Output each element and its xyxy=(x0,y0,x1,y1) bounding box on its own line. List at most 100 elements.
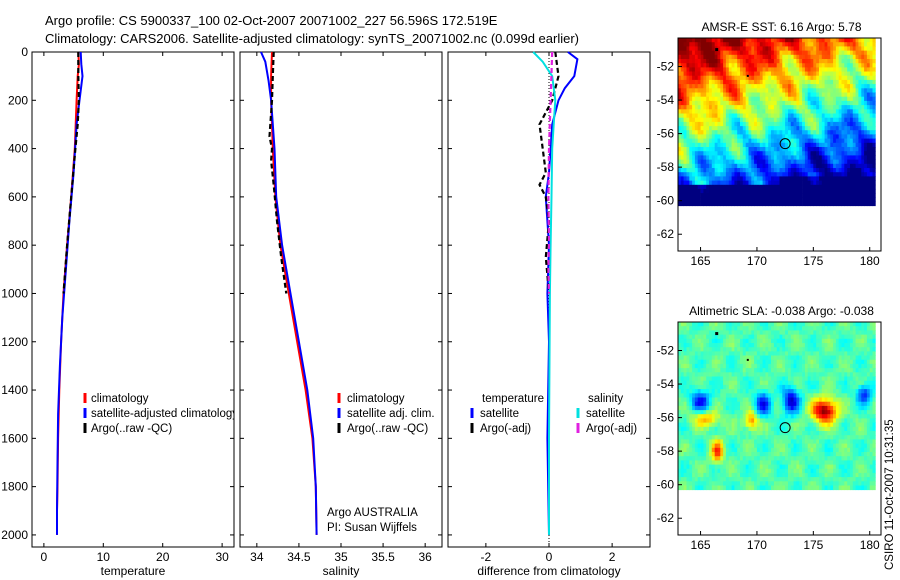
sst_map-xtick-label: 165 xyxy=(691,254,711,268)
sst_map-cell xyxy=(776,151,780,156)
sst_map-cell xyxy=(810,50,814,56)
sla_map-cell xyxy=(711,397,715,403)
sst_map-cell xyxy=(790,155,794,160)
sst_map-cell xyxy=(720,168,724,173)
sla_map-cell xyxy=(773,405,778,411)
sst_map-cell xyxy=(841,168,845,173)
sla_map-cell xyxy=(782,372,786,377)
sst_map-cell xyxy=(833,88,837,93)
sla_map-cell xyxy=(678,380,682,386)
sst_map-cell xyxy=(768,155,772,160)
sst_map-cell xyxy=(779,151,783,156)
sst_map-cell xyxy=(802,84,806,89)
sst_map-cell xyxy=(838,75,842,81)
sst_map-cell xyxy=(765,134,769,139)
sst_map-cell xyxy=(830,197,834,202)
sst_map-cell xyxy=(748,155,752,160)
sst_map-cell xyxy=(807,63,811,68)
sla_map-cell xyxy=(796,334,800,340)
sst_map-cell xyxy=(821,75,825,81)
sla_map-cell xyxy=(790,414,794,419)
sst_map-cell xyxy=(731,134,735,139)
sst_map-cell xyxy=(768,46,772,51)
sla_map-cell xyxy=(793,368,797,373)
sla_map-cell xyxy=(711,443,715,449)
sla_map-cell xyxy=(720,326,724,331)
sst_map-cell xyxy=(771,155,775,160)
salinity-legend-label: Argo(..raw -QC) xyxy=(347,423,428,435)
sst_map-cell xyxy=(697,126,701,131)
sst_map-cell xyxy=(838,46,842,51)
sst_map-cell xyxy=(785,176,789,181)
sst_map-cell xyxy=(697,100,701,106)
sst_map-cell xyxy=(756,67,761,72)
sst_map-cell xyxy=(788,117,792,123)
sst_map-cell xyxy=(711,138,715,144)
sst_map-cell xyxy=(835,92,840,98)
sst_map-cell xyxy=(841,100,845,106)
sla_map-cell xyxy=(804,426,809,432)
sla_map-cell xyxy=(751,435,755,440)
sst_map-cell xyxy=(709,188,713,194)
sla_map-cell xyxy=(813,380,817,386)
sla_map-cell xyxy=(694,405,699,411)
sst_map-cell xyxy=(793,180,797,186)
sla_map-cell xyxy=(765,431,769,436)
sst_map-cell xyxy=(804,75,809,81)
sst_map-cell xyxy=(706,42,710,47)
sla_map-cell xyxy=(711,393,715,398)
sla_map-cell xyxy=(700,347,704,352)
sst_map-cell xyxy=(804,172,809,177)
sst_map-cell xyxy=(872,67,876,72)
sst_map-cell xyxy=(686,155,690,160)
sst_map-island xyxy=(715,48,719,52)
sla_map-cell xyxy=(728,485,732,491)
sla_map-cell xyxy=(782,464,786,470)
sst_map-cell xyxy=(711,38,715,43)
sst_map-cell xyxy=(776,67,780,72)
sla_map-cell xyxy=(689,456,693,461)
sla_map-cell xyxy=(723,397,727,403)
sla_map-cell xyxy=(768,326,772,331)
sst_map-cell xyxy=(742,88,746,93)
sla_map-cell xyxy=(689,363,693,369)
sst_map-cell xyxy=(838,147,842,152)
sst_map-cell xyxy=(810,100,814,106)
sst_map-cell xyxy=(742,134,746,139)
sla_map-cell xyxy=(776,376,780,382)
sst_map-cell xyxy=(819,46,823,51)
difference-legend-label: Argo(-adj) xyxy=(586,423,637,435)
sst_map-cell xyxy=(790,180,794,186)
sla_map-cell xyxy=(810,481,814,486)
sst_map-cell xyxy=(838,188,842,194)
sla_map-cell xyxy=(709,477,713,482)
sla_map-cell xyxy=(804,431,809,436)
sst_map-cell xyxy=(793,42,797,47)
sst_map-cell xyxy=(694,59,699,64)
sst_map-cell xyxy=(796,38,800,43)
sst_map-cell xyxy=(714,75,718,81)
sla_map-cell xyxy=(748,439,752,444)
sst_map-cell xyxy=(686,163,690,169)
sla_map-cell xyxy=(776,401,780,407)
sst_map-cell xyxy=(855,159,859,165)
sla_map-cell xyxy=(720,418,724,423)
sla_map-cell xyxy=(689,439,693,444)
sla_map-cell xyxy=(694,363,699,369)
sla_map-cell xyxy=(804,363,809,369)
sst_map-cell xyxy=(754,46,758,51)
sst_map-cell xyxy=(734,155,738,160)
sst_map-cell xyxy=(768,184,772,190)
sla_map-cell xyxy=(697,452,701,457)
sla_map-cell xyxy=(703,410,707,415)
sla_map-cell xyxy=(779,435,783,440)
sla_map-cell xyxy=(689,343,693,348)
sst_map-cell xyxy=(762,113,766,119)
sla_map-cell xyxy=(745,460,749,465)
sla_map-cell xyxy=(816,456,820,461)
sst_map-cell xyxy=(852,79,856,85)
sla_map-cell xyxy=(740,384,744,390)
sst_map-cell xyxy=(723,75,727,81)
sst_map-cell xyxy=(689,105,693,110)
sst_map-cell xyxy=(728,172,732,177)
